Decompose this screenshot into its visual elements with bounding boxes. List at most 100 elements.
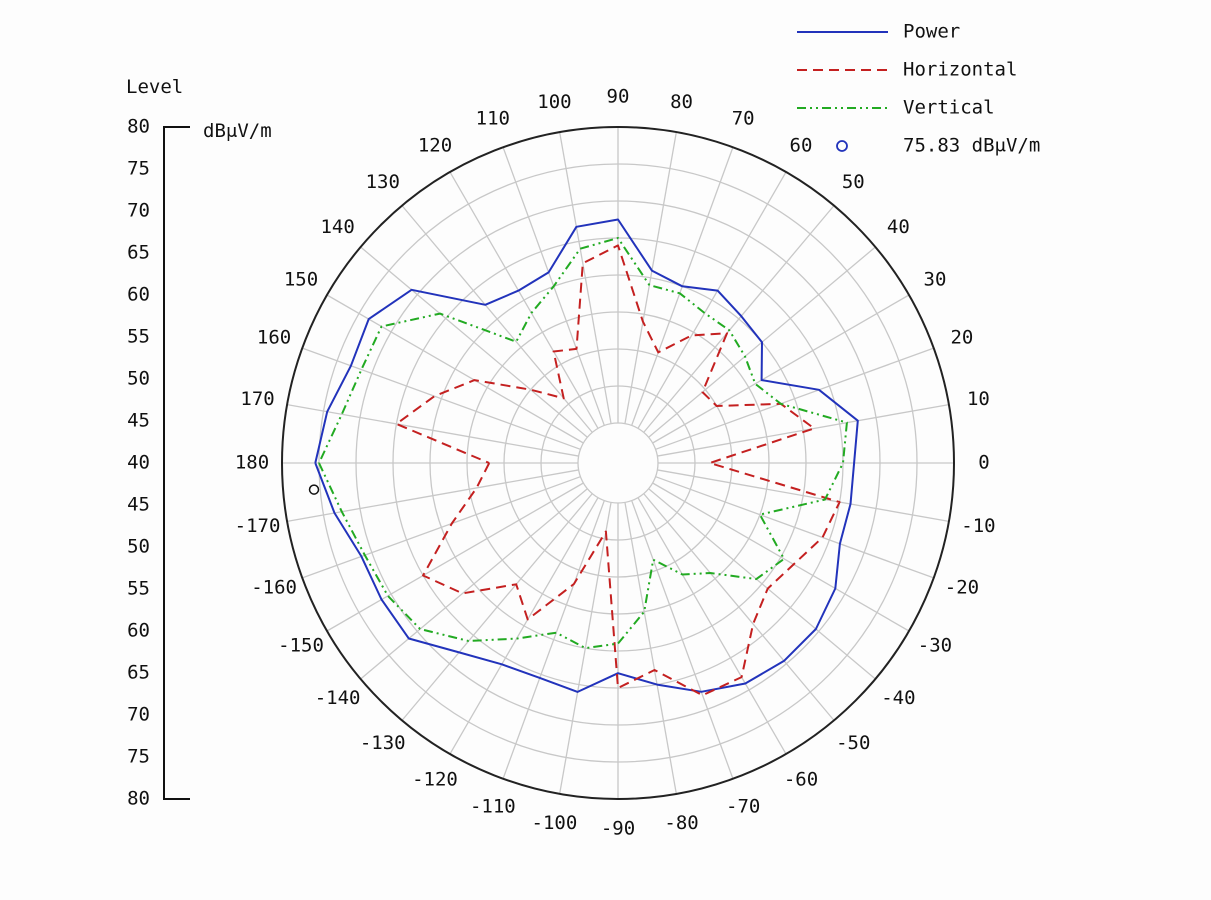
- grid-spoke: [401, 493, 593, 721]
- angle-tick-label: -80: [664, 812, 698, 834]
- series-line-vertical: [318, 237, 848, 650]
- grid-spoke: [652, 482, 910, 632]
- angle-tick-label: 110: [476, 108, 510, 130]
- angle-tick-label: 50: [842, 171, 865, 193]
- scale-tick-label: 70: [127, 704, 150, 726]
- series-group: [308, 218, 859, 697]
- angle-tick-label: -100: [532, 812, 578, 834]
- legend-marker-symbol: [836, 140, 848, 152]
- scale-tick-label: 60: [127, 284, 150, 306]
- scale-tick-label: 50: [127, 536, 150, 558]
- angle-tick-label: -150: [278, 635, 324, 657]
- angle-tick-label: 60: [790, 135, 813, 157]
- scale-tick-label: 45: [127, 494, 150, 516]
- grid-spoke: [286, 404, 579, 457]
- angle-tick-label: -90: [601, 818, 635, 840]
- angle-tick-label: 0: [978, 452, 989, 474]
- angle-tick-label: 70: [732, 108, 755, 130]
- grid-spoke: [624, 131, 677, 424]
- grid-spoke: [643, 205, 835, 433]
- level-scale: Level dBμV/m 80 75 70 65 60 55 50 45 40 45 50 55 60 6…: [126, 76, 272, 810]
- angle-tick-label: -160: [251, 577, 297, 599]
- grid-spoke: [652, 294, 910, 444]
- series-line-horizontal: [395, 244, 841, 697]
- angle-tick-label: 10: [967, 388, 990, 410]
- grid-spoke: [655, 347, 934, 450]
- scale-tick-label: 45: [127, 410, 150, 432]
- legend-label-vertical: Vertical: [903, 97, 995, 119]
- angle-tick-label: 140: [320, 216, 354, 238]
- legend: Power Horizontal Vertical 75.83 dBμV/m: [797, 21, 1040, 157]
- angle-tick-label: 20: [950, 326, 973, 348]
- angle-tick-label: 150: [284, 269, 318, 291]
- scale-tick-label: 55: [127, 578, 150, 600]
- legend-label-horizontal: Horizontal: [903, 59, 1017, 81]
- grid-spoke: [559, 131, 612, 424]
- grid-spoke: [559, 502, 612, 795]
- grid-spoke: [655, 476, 934, 579]
- scale-tick-label: 80: [127, 116, 150, 138]
- angle-tick-label: 40: [887, 216, 910, 238]
- scale-tick-label: 65: [127, 662, 150, 684]
- grid-spoke: [502, 500, 605, 779]
- grid-spoke: [302, 347, 581, 450]
- scale-tick-label: 75: [127, 158, 150, 180]
- grid-spoke: [637, 497, 787, 755]
- angle-tick-label: 120: [418, 135, 452, 157]
- grid-spoke: [637, 171, 787, 429]
- angle-tick-label: 170: [240, 388, 274, 410]
- grid-spoke: [449, 171, 599, 429]
- grid-spoke: [360, 246, 588, 438]
- grid-spoke: [449, 497, 599, 755]
- scale-title: Level: [126, 76, 183, 98]
- scale-tick-label: 55: [127, 326, 150, 348]
- angle-tick-label: 180: [235, 452, 269, 474]
- scale-tick-label: 60: [127, 620, 150, 642]
- grid-spoke: [648, 488, 876, 680]
- grid-spoke: [401, 205, 593, 433]
- grid-spoke: [286, 469, 579, 522]
- angle-tick-label: -10: [961, 515, 995, 537]
- legend-marker-label: 75.83 dBμV/m: [903, 135, 1040, 157]
- angle-tick-label: -130: [360, 732, 406, 754]
- scale-tick-label: 40: [127, 452, 150, 474]
- angle-tick-label: -70: [726, 795, 760, 817]
- grid-spoke: [631, 500, 734, 779]
- angle-tick-label: -170: [235, 515, 281, 537]
- angle-tick-label: -60: [784, 768, 818, 790]
- angle-tick-label: 100: [537, 91, 571, 113]
- scale-tick-label: 65: [127, 242, 150, 264]
- angle-tick-label: 30: [924, 269, 947, 291]
- angle-tick-label: -40: [881, 687, 915, 709]
- angle-tick-label: -120: [412, 768, 458, 790]
- angle-tick-label: -110: [470, 795, 516, 817]
- scale-unit: dBμV/m: [203, 120, 272, 142]
- series-line-power: [314, 218, 859, 693]
- grid-spoke: [302, 476, 581, 579]
- grid-spoke: [360, 488, 588, 680]
- scale-tick-label: 50: [127, 368, 150, 390]
- legend-label-power: Power: [903, 21, 960, 43]
- scale-axis-line: [163, 126, 190, 800]
- angle-tick-label: 80: [670, 91, 693, 113]
- angle-tick-label: -140: [315, 687, 361, 709]
- angle-tick-label: -50: [836, 732, 870, 754]
- angle-tick-label: -30: [918, 635, 952, 657]
- angle-tick-label: 160: [257, 326, 291, 348]
- scale-tick-label: 70: [127, 200, 150, 222]
- angle-tick-label: 130: [366, 171, 400, 193]
- angle-tick-label: -20: [945, 577, 979, 599]
- grid-spoke: [657, 404, 950, 457]
- grid-spoke: [657, 469, 950, 522]
- scale-tick-label: 80: [127, 788, 150, 810]
- outer-rim: [281, 126, 955, 800]
- scale-tick-label: 75: [127, 746, 150, 768]
- grid-spoke: [643, 493, 835, 721]
- grid-spoke: [326, 482, 584, 632]
- angle-tick-label: 90: [607, 86, 630, 108]
- max-marker: [308, 484, 320, 495]
- angle-tick-labels: 0 10 20 30 40 50 60 70 80 90 100 110 120 130 140 150 160…: [235, 86, 996, 840]
- grid-spoke: [624, 502, 677, 795]
- grid-inner-ring: [577, 422, 659, 504]
